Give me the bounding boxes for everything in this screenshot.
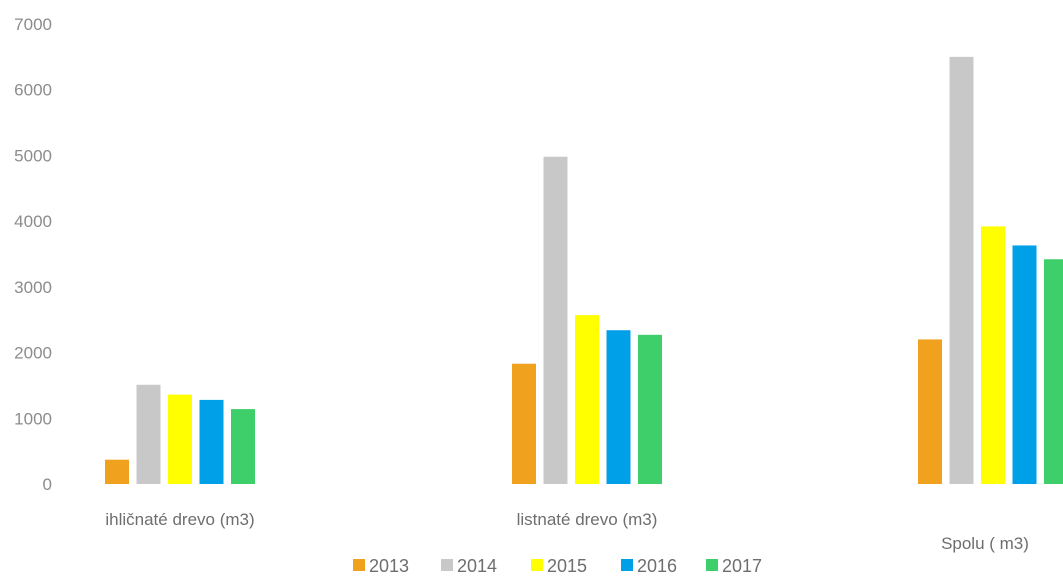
bars-group (105, 56, 1063, 484)
y-tick-label: 1000 (14, 409, 52, 428)
bar-2015-3 (981, 226, 1005, 484)
bar-2017-3 (1044, 259, 1063, 484)
bar-2014-3 (949, 56, 974, 484)
legend-item-2013: 2013 (353, 556, 409, 576)
y-tick-label: 7000 (14, 15, 52, 34)
bar-2015-2 (575, 315, 599, 484)
legend-label: 2014 (457, 556, 497, 576)
legend-label: 2017 (722, 556, 762, 576)
y-tick-label: 2000 (14, 344, 52, 363)
legend-label: 2016 (637, 556, 677, 576)
y-axis: 0 1000 2000 3000 4000 5000 6000 7000 (14, 15, 52, 494)
legend-item-2014: 2014 (441, 556, 497, 576)
x-category-label: Spolu ( m3) (941, 534, 1029, 553)
legend-label: 2015 (547, 556, 587, 576)
bar-2016-2 (606, 330, 631, 484)
x-axis: ihličnaté drevo (m3) listnaté drevo (m3) S… (105, 510, 1029, 553)
legend-item-2016: 2016 (621, 556, 677, 576)
legend-item-2015: 2015 (531, 556, 587, 576)
bar-2017-1 (231, 409, 255, 484)
y-tick-label: 6000 (14, 81, 52, 100)
legend-label: 2013 (369, 556, 409, 576)
legend-swatch (706, 559, 718, 571)
bar-2017-2 (638, 334, 662, 484)
x-category-label: ihličnaté drevo (m3) (105, 510, 254, 529)
legend-swatch (621, 559, 633, 571)
legend-item-2017: 2017 (706, 556, 762, 576)
bar-2015-1 (168, 394, 192, 484)
legend-swatch (531, 559, 543, 571)
y-tick-label: 5000 (14, 146, 52, 165)
legend: 2013 2014 2015 2016 2017 (353, 556, 762, 576)
bar-2013-2 (512, 363, 536, 484)
bar-2014-2 (543, 156, 568, 484)
y-tick-label: 4000 (14, 212, 52, 231)
bar-2013-1 (105, 459, 129, 484)
x-category-label: listnaté drevo (m3) (517, 510, 658, 529)
legend-swatch (441, 559, 453, 571)
bar-2014-1 (136, 384, 161, 484)
y-tick-label: 0 (43, 475, 52, 494)
bar-2016-3 (1012, 245, 1037, 484)
y-tick-label: 3000 (14, 278, 52, 297)
bar-2016-1 (199, 399, 224, 484)
bar-2013-3 (918, 339, 942, 484)
legend-swatch (353, 559, 365, 571)
